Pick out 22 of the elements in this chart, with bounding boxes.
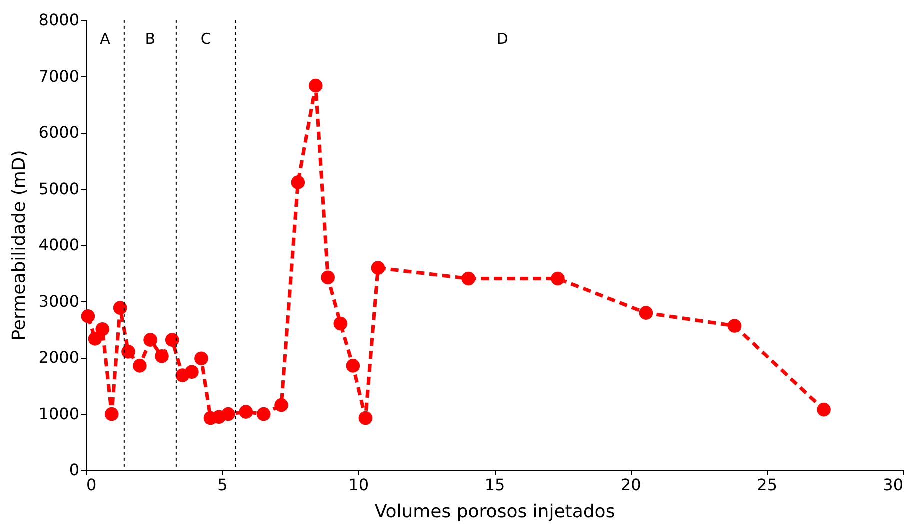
x-tick-label: 5 bbox=[218, 476, 228, 494]
x-tick-label: 0 bbox=[86, 476, 97, 494]
annotation: D bbox=[496, 30, 508, 48]
y-tick-label: 7000 bbox=[38, 66, 80, 86]
x-tick-label: 10 bbox=[348, 476, 370, 494]
y-tick-label: 8000 bbox=[38, 10, 80, 30]
annotation: A bbox=[100, 30, 112, 48]
x-tick-label: 15 bbox=[484, 476, 506, 494]
annotation: C bbox=[200, 30, 212, 48]
annotation: B bbox=[145, 30, 156, 48]
x-tick-label: 20 bbox=[620, 476, 642, 494]
y-tick-label: 6000 bbox=[38, 123, 80, 142]
y-tick-label: 2000 bbox=[38, 348, 80, 367]
x-tick-label: 25 bbox=[757, 476, 778, 494]
y-tick-label: 0 bbox=[69, 460, 80, 480]
y-tick-label: 3000 bbox=[38, 292, 80, 311]
y-tick-label: 5000 bbox=[38, 179, 80, 198]
y-tick-label: 4000 bbox=[38, 236, 80, 254]
y-axis-title: Permeabilidade (mD) bbox=[8, 150, 30, 341]
x-axis-title: Volumes porosos injetados bbox=[374, 502, 616, 522]
y-tick-label: 1000 bbox=[38, 404, 80, 424]
x-tick-label: 30 bbox=[883, 476, 904, 494]
